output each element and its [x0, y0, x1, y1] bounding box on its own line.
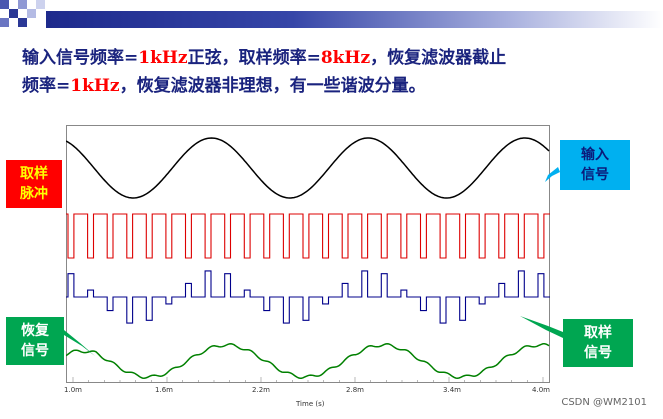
- sampling-pulse-label: 取样 脉冲: [6, 160, 62, 208]
- sampled-signal-label: 取样 信号: [563, 319, 633, 367]
- recovered-signal-wave: [66, 343, 550, 379]
- sampled-signal-wave: [66, 270, 550, 324]
- heading-line-2: 频率=1kHz，恢复滤波器非理想，有一些谐波分量。: [22, 72, 652, 100]
- x-tick-label: 2.2m: [252, 386, 270, 394]
- page-heading: 输入信号频率=1kHz正弦，取样频率=8kHz，恢复滤波器截止 频率=1kHz，…: [22, 44, 652, 100]
- heading-text: 输入信号频率=: [22, 48, 139, 68]
- x-tick-label: 2.8m: [346, 386, 364, 394]
- tick-marks: [72, 377, 544, 383]
- x-tick-label: 1.6m: [155, 386, 173, 394]
- heading-text: ，恢复滤波器非理想，有一些谐波分量。: [119, 76, 426, 96]
- waveform-plot: [66, 125, 550, 383]
- cutoff-frequency-value: 1kHz: [70, 76, 120, 96]
- sampling-frequency-value: 8kHz: [320, 48, 371, 68]
- input-signal-label: 输入 信号: [560, 140, 630, 190]
- input-frequency-value: 1kHz: [138, 48, 188, 68]
- heading-text: 频率=: [22, 76, 71, 96]
- callout-line: 信号: [584, 345, 612, 361]
- checker-pattern: [0, 0, 45, 27]
- callout-line: 输入: [581, 147, 609, 163]
- plot-frame: [66, 125, 550, 383]
- x-tick-label: 4.0m: [532, 386, 550, 394]
- callout-line: 取样: [584, 325, 612, 341]
- callout-line: 恢复: [21, 323, 49, 339]
- callout-line: 信号: [21, 343, 49, 359]
- heading-text: 正弦，取样频率=: [187, 48, 321, 68]
- title-decoration-bar: [0, 0, 663, 28]
- callout-line: 信号: [581, 167, 609, 183]
- input-signal-wave: [66, 137, 550, 199]
- x-tick-label: 1.0m: [64, 386, 82, 394]
- heading-text: ，恢复滤波器截止: [370, 48, 507, 68]
- callout-line: 脉冲: [20, 186, 48, 202]
- x-axis-label: Time (s): [296, 400, 325, 408]
- x-tick-label: 3.4m: [443, 386, 461, 394]
- sampling-pulse-wave: [66, 213, 550, 259]
- gradient-strip: [46, 11, 663, 28]
- watermark-text: CSDN @WM2101: [561, 397, 647, 408]
- callout-line: 取样: [20, 166, 48, 182]
- x-axis-ticks: 1.0m 1.6m 2.2m 2.8m 3.4m 4.0m: [0, 386, 663, 398]
- recovered-signal-label: 恢复 信号: [6, 317, 64, 365]
- heading-line-1: 输入信号频率=1kHz正弦，取样频率=8kHz，恢复滤波器截止: [22, 44, 652, 72]
